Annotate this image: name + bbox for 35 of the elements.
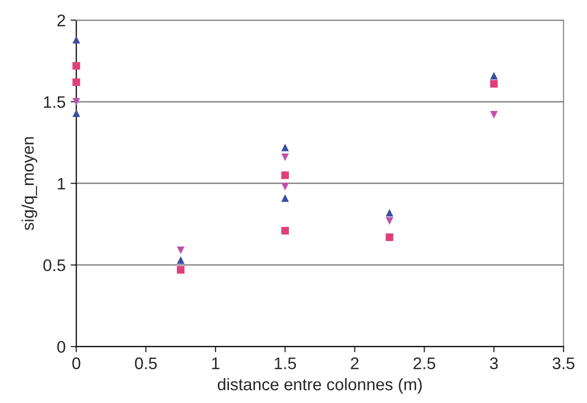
x-axis-title: distance entre colonnes (m) — [218, 378, 422, 394]
x-tick-label: 1 — [212, 358, 220, 370]
y-tick-label: 0 — [57, 340, 66, 353]
x-tick-label: 0.5 — [134, 357, 157, 370]
x-tick-label: 2 — [350, 357, 359, 370]
point — [72, 62, 80, 70]
point — [386, 233, 394, 242]
y-tick-label: 0.5 — [43, 259, 66, 272]
y-tick-label: 2 — [57, 14, 66, 26]
x-tick-label: 1.5 — [274, 358, 296, 370]
point — [386, 208, 394, 217]
point — [386, 217, 394, 225]
point — [281, 226, 289, 234]
point — [176, 256, 185, 264]
point — [490, 111, 498, 119]
point — [490, 80, 498, 88]
point — [72, 98, 80, 106]
point — [281, 194, 289, 202]
point — [281, 144, 289, 152]
point — [490, 72, 498, 80]
point — [281, 153, 289, 162]
x-tick-label: 3.5 — [552, 357, 574, 370]
point — [72, 109, 80, 117]
point — [176, 266, 185, 274]
x-tick-label: 0 — [72, 357, 80, 370]
point — [72, 78, 80, 86]
point — [281, 171, 289, 180]
y-tick-label: 1 — [58, 178, 66, 190]
x-tick-label: 3 — [490, 357, 498, 370]
point — [281, 182, 289, 190]
point — [176, 246, 185, 254]
x-tick-label: 2.5 — [414, 357, 436, 370]
y-tick-label: 1.5 — [44, 96, 66, 108]
y-axis-title: sig/q_moyen — [22, 137, 38, 230]
point — [72, 36, 80, 44]
